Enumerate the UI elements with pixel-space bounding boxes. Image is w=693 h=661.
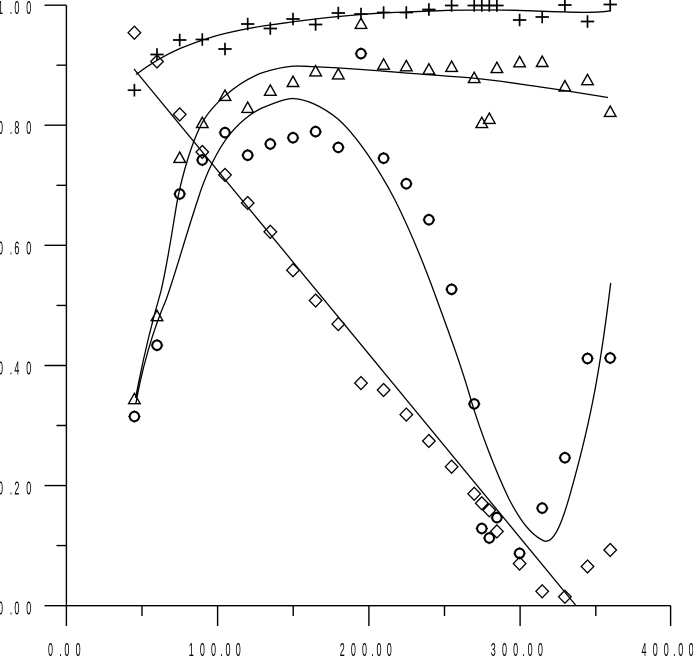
svg-text:200.00: 200.00	[340, 641, 392, 661]
svg-text:300.00: 300.00	[491, 641, 543, 661]
svg-text:0.00: 0.00	[48, 641, 81, 661]
svg-text:400.00: 400.00	[642, 641, 693, 661]
svg-text:100.00: 100.00	[189, 641, 241, 661]
